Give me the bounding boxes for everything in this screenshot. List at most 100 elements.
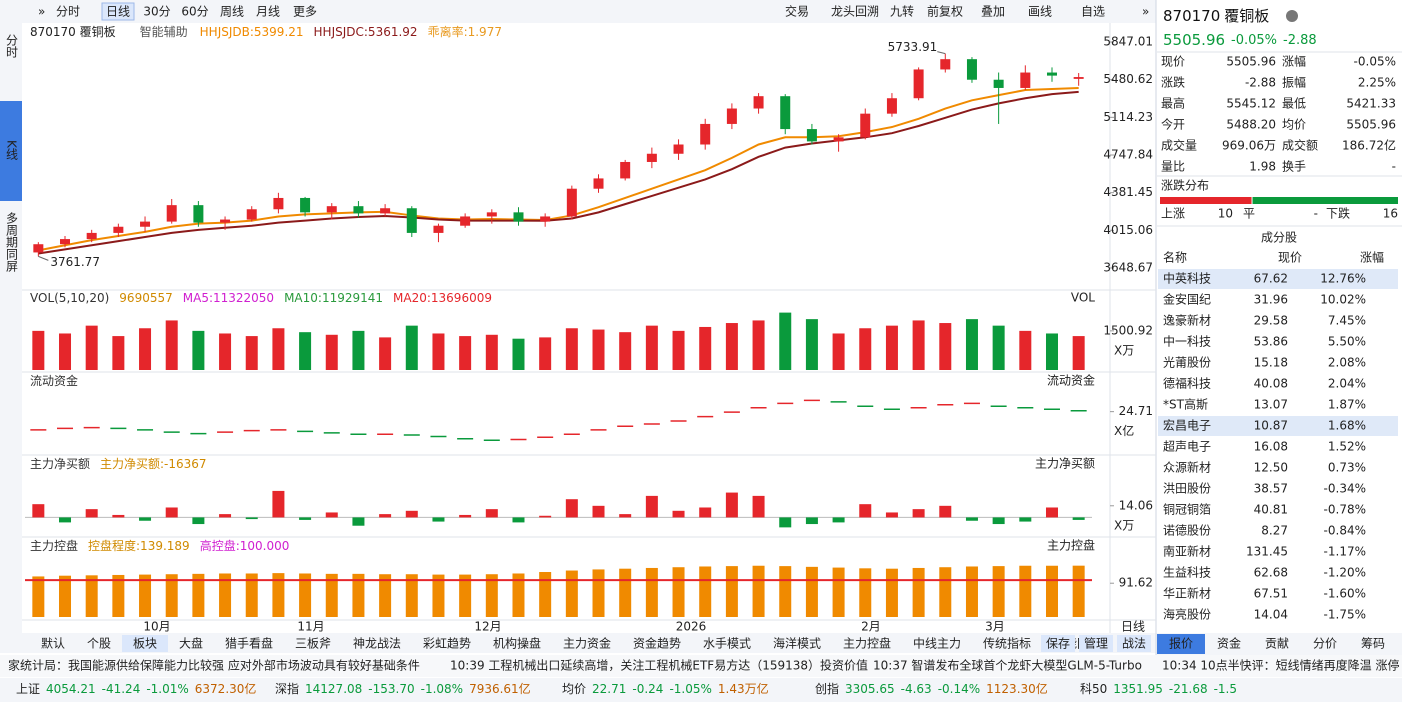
bottom-tab[interactable]: 个股 xyxy=(87,637,111,651)
right-tab[interactable]: 报价 xyxy=(1169,636,1193,651)
toolbar-button[interactable]: 更多 xyxy=(293,5,317,19)
stock-price: 10.87 xyxy=(1254,419,1288,433)
sidebar-button[interactable]: K线 xyxy=(5,140,19,160)
stock-name[interactable]: 金安国纪 xyxy=(1163,292,1211,307)
stock-name[interactable]: 德福科技 xyxy=(1163,376,1211,391)
netbuy-bar xyxy=(245,517,258,520)
bottom-tab[interactable]: 板块 xyxy=(133,637,157,651)
sidebar-button[interactable]: 分时 xyxy=(5,34,19,58)
toolbar-button[interactable]: 日线 xyxy=(106,5,130,19)
action-button[interactable]: 保存 xyxy=(1046,637,1070,651)
bottom-tab[interactable]: 资金趋势 xyxy=(633,636,681,651)
bottom-tab[interactable]: 神龙战法 xyxy=(353,637,401,651)
bottom-tab[interactable]: 猎手看盘 xyxy=(225,636,273,651)
stock-price: 131.45 xyxy=(1246,545,1288,559)
right-tab[interactable]: 贡献 xyxy=(1265,636,1289,651)
stock-name[interactable]: 南亚新材 xyxy=(1163,544,1211,559)
toolbar-button[interactable]: 分时 xyxy=(56,5,80,19)
news-item[interactable]: 10:37 智谱发布全球首个龙虾大模型GLM-5-Turbo xyxy=(873,658,1142,673)
stock-price: 40.08 xyxy=(1254,377,1288,391)
toolbar-button[interactable]: 交易 xyxy=(785,4,809,19)
bottom-tab[interactable]: 传统指标 xyxy=(983,636,1031,651)
text-part: 1123.30亿 xyxy=(986,681,1048,696)
stock-name[interactable]: 洪田股份 xyxy=(1163,482,1211,496)
stock-name[interactable]: 华正新材 xyxy=(1163,586,1211,601)
text-part: -1.05% xyxy=(669,682,711,696)
action-button[interactable]: 管理 xyxy=(1084,636,1108,651)
control-bar xyxy=(859,568,872,617)
stat-label: 成交额 xyxy=(1282,138,1318,153)
y-tick-label: 4381.45 xyxy=(1103,185,1153,199)
stock-pct: 1.52% xyxy=(1328,440,1366,454)
netbuy-bar xyxy=(539,515,552,518)
toolbar-button[interactable]: 前复权 xyxy=(927,4,963,19)
news-item[interactable]: 10:34 10点半快评：短线情绪再度降温 涨停 xyxy=(1162,658,1399,673)
column-header: 名称 xyxy=(1163,250,1187,265)
news-item[interactable]: 家统计局：我国能源供给保障能力比较强 应对外部市场波动具有较好基础条件 xyxy=(8,658,420,673)
toolbar-button[interactable]: 九转 xyxy=(890,4,914,19)
netbuy-bar xyxy=(779,517,792,528)
toolbar-button[interactable]: 30分 xyxy=(143,5,170,19)
candle-body xyxy=(540,216,551,222)
toolbar-button[interactable]: 月线 xyxy=(256,5,280,19)
text-part: MA10:11929141 xyxy=(284,291,383,305)
collapse-icon[interactable]: » xyxy=(38,5,45,19)
bottom-tab[interactable]: 彩虹趋势 xyxy=(423,637,471,651)
candle-body xyxy=(993,79,1004,88)
toolbar-button[interactable]: 叠加 xyxy=(981,5,1005,19)
stock-pct: -1.60% xyxy=(1324,587,1366,601)
text-part: 4054.21 xyxy=(46,682,96,696)
stat-value: - xyxy=(1392,160,1396,174)
toolbar-button[interactable]: 龙头回溯 xyxy=(831,4,879,19)
stock-name[interactable]: 铜冠铜箔 xyxy=(1163,502,1211,517)
bottom-tab[interactable]: 默认 xyxy=(41,636,65,651)
stock-name[interactable]: 诺德股份 xyxy=(1163,523,1211,538)
text-part: HHJSJDC:5361.92 xyxy=(314,25,418,39)
stock-price: 13.07 xyxy=(1254,398,1288,412)
sidebar-button[interactable]: 多周期同屏 xyxy=(5,212,19,273)
unit-label: X亿 xyxy=(1114,423,1134,438)
stock-name[interactable]: 生益科技 xyxy=(1163,566,1211,580)
stock-name[interactable]: 宏昌电子 xyxy=(1163,418,1211,433)
stock-name[interactable]: 逸豪新材 xyxy=(1163,313,1211,328)
bottom-tab[interactable]: 三板斧 xyxy=(295,637,331,651)
netbuy-bar xyxy=(85,509,98,518)
up-label: 上涨 xyxy=(1161,206,1185,221)
right-tab[interactable]: 分价 xyxy=(1313,637,1337,651)
netbuy-bar xyxy=(165,507,178,518)
action-button[interactable]: 战法 xyxy=(1122,637,1146,651)
bottom-tab[interactable]: 海洋模式 xyxy=(773,636,821,651)
x-tick-label: 11月 xyxy=(297,620,324,634)
bottom-tab[interactable]: 中线主力 xyxy=(913,636,961,651)
expand-icon[interactable]: » xyxy=(1142,5,1149,19)
volume-bar xyxy=(352,330,365,370)
y-tick-label: 1500.92 xyxy=(1103,323,1153,337)
toolbar-button[interactable]: 画线 xyxy=(1028,5,1052,19)
stock-name[interactable]: 中英科技 xyxy=(1163,271,1211,286)
bottom-tab[interactable]: 主力资金 xyxy=(563,636,611,651)
control-bar xyxy=(912,567,925,617)
stock-name[interactable]: 光莆股份 xyxy=(1163,356,1211,370)
stock-name[interactable]: 众源新材 xyxy=(1163,460,1211,475)
news-item[interactable]: 10:39 工程机械出口延续高增，关注工程机械ETF易方达（159138）投资价… xyxy=(450,658,868,673)
bottom-tab[interactable]: 主力控盘 xyxy=(843,636,891,651)
text-part: 主力净买额 xyxy=(30,457,90,471)
toolbar-button[interactable]: 周线 xyxy=(220,5,244,19)
toolbar-button[interactable]: 自选 xyxy=(1081,5,1105,19)
bottom-tab[interactable]: 水手模式 xyxy=(703,637,751,651)
stock-name[interactable]: *ST高斯 xyxy=(1163,397,1208,412)
candle-body xyxy=(166,205,177,222)
right-tab[interactable]: 资金 xyxy=(1217,636,1241,651)
volume-bar xyxy=(325,334,338,370)
bottom-tab[interactable]: 大盘 xyxy=(179,636,203,651)
volume-bar xyxy=(939,323,952,370)
right-tab[interactable]: 筹码 xyxy=(1361,637,1385,651)
stock-name[interactable]: 海亮股份 xyxy=(1163,607,1211,622)
bottom-tab[interactable]: 机构操盘 xyxy=(493,636,541,651)
toolbar-button[interactable]: 60分 xyxy=(181,5,208,19)
candle-body xyxy=(460,216,471,226)
stock-name[interactable]: 超声电子 xyxy=(1163,439,1211,454)
netbuy-bar xyxy=(432,517,445,522)
stock-name[interactable]: 中一科技 xyxy=(1163,334,1211,349)
